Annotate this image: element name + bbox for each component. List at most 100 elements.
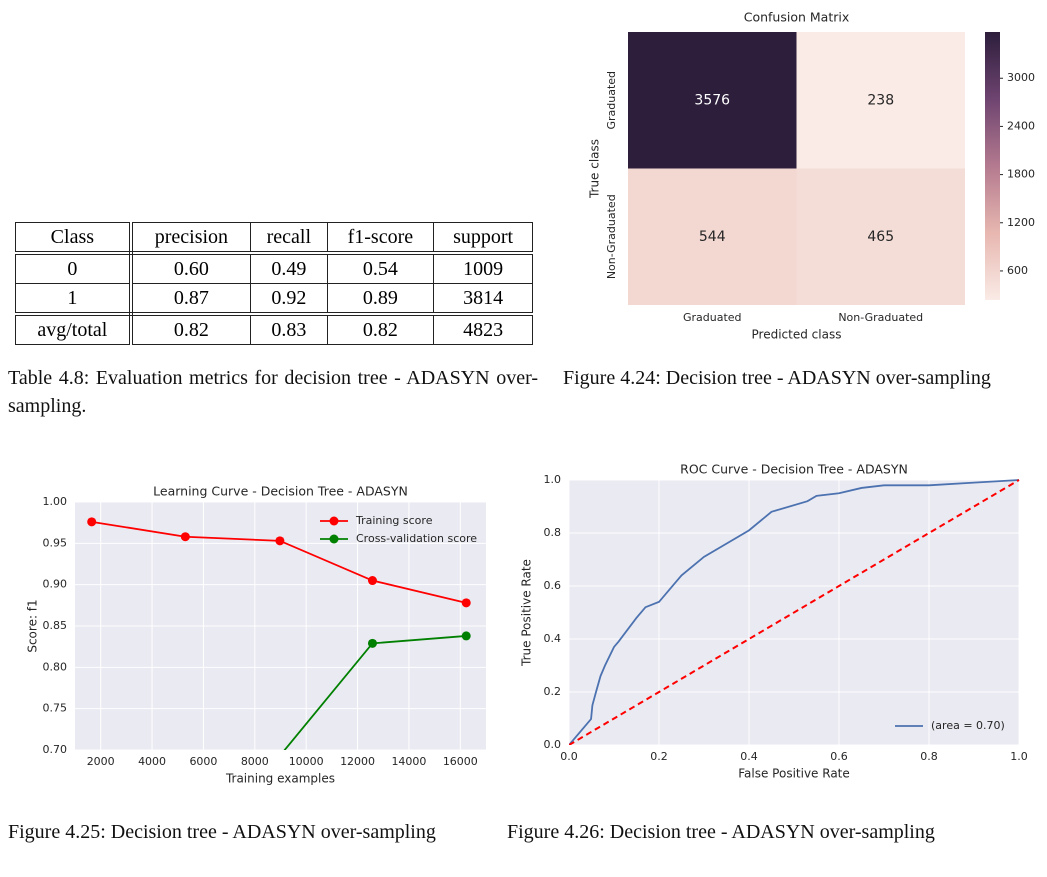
x-axis-label: Predicted class [752, 328, 842, 342]
legend-marker [329, 534, 339, 544]
legend-marker [329, 516, 339, 526]
table-cell: f1-score [326, 222, 435, 255]
table-cell: 0.82 [130, 313, 252, 345]
table-cell: 0.89 [326, 283, 435, 316]
x-tick-label: 12000 [340, 755, 375, 768]
y-tick-label: 1.00 [43, 495, 68, 508]
data-point [461, 631, 471, 641]
colorbar-tick-label: 3000 [1007, 71, 1035, 84]
colorbar-tick-label: 1200 [1007, 216, 1035, 229]
table-cell: 0.83 [250, 313, 328, 345]
table-cell: precision [130, 222, 252, 255]
table-row: 0 0.60 0.49 0.54 1009 [14, 252, 533, 284]
cell-label: 544 [699, 229, 726, 245]
x-axis-label: Training examples [225, 772, 335, 786]
table-cell: 0.82 [326, 313, 435, 345]
metrics-table: Class precision recall f1-score support 0 0.60… [14, 222, 533, 345]
heatmap-cell [796, 32, 965, 169]
table-cell: 1 [14, 283, 133, 316]
table-cell: 0.92 [250, 283, 328, 316]
chart-title: Learning Curve - Decision Tree - ADASYN [153, 484, 408, 499]
table-row: 1 0.87 0.92 0.89 3814 [14, 283, 533, 316]
figure-caption: Figure 4.26: Decision tree - ADASYN over… [507, 821, 935, 843]
y-tick-label: 0.0 [544, 738, 562, 751]
table-row: Class precision recall f1-score support [14, 222, 533, 255]
legend-label: Training score [355, 514, 433, 527]
x-tick-label: 8000 [241, 755, 269, 768]
colorbar-tick-label: 1800 [1007, 168, 1035, 181]
x-tick-label: Non-Graduated [838, 311, 923, 324]
x-tick-label: 16000 [443, 755, 478, 768]
x-axis-label: False Positive Rate [738, 767, 850, 781]
table-cell: 3814 [433, 283, 533, 316]
x-tick-label: 0.6 [830, 750, 848, 763]
x-tick-label: 1.0 [1010, 750, 1028, 763]
heatmap-cell [628, 32, 797, 169]
x-tick-label: Graduated [683, 311, 742, 324]
chart-title: Confusion Matrix [744, 10, 850, 25]
heatmap-cell [796, 168, 965, 305]
table-cell: 0.60 [130, 252, 252, 284]
colorbar-tick-label: 2400 [1007, 119, 1035, 132]
table-cell: support [433, 222, 533, 255]
table-row: avg/total 0.82 0.83 0.82 4823 [14, 313, 533, 345]
chart-title: ROC Curve - Decision Tree - ADASYN [680, 462, 908, 477]
data-point [87, 779, 96, 788]
table-cell: 1009 [433, 252, 533, 284]
y-tick-label: 0.8 [544, 526, 562, 539]
figure-caption: Figure 4.24: Decision tree - ADASYN over… [563, 367, 991, 389]
x-tick-label: 14000 [391, 755, 426, 768]
table-cell: 0.49 [250, 252, 328, 284]
y-axis-label: True class [588, 139, 602, 199]
table-cell: 0.87 [130, 283, 252, 316]
y-tick-label: 0.4 [544, 632, 562, 645]
legend-label: Cross-validation score [356, 532, 477, 545]
y-tick-label: 0.85 [43, 619, 68, 632]
table-cell: 0 [14, 252, 133, 284]
y-tick-label: 0.90 [43, 578, 68, 591]
figure-caption: Figure 4.25: Decision tree - ADASYN over… [8, 821, 436, 843]
y-tick-label: 0.80 [43, 660, 68, 673]
data-point [275, 536, 285, 546]
x-tick-label: 10000 [289, 755, 324, 768]
cell-label: 3576 [694, 92, 730, 108]
heatmap-cell [628, 168, 797, 305]
y-tick-label: 0.70 [43, 743, 68, 756]
cell-label: 465 [867, 229, 894, 245]
y-tick-label: Non-Graduated [605, 194, 618, 279]
table-cell: Class [14, 222, 133, 255]
x-tick-label: 0.0 [560, 750, 578, 763]
table-cell: recall [250, 222, 328, 255]
x-tick-label: 6000 [189, 755, 217, 768]
x-tick-label: 4000 [138, 755, 166, 768]
colorbar [985, 32, 1000, 300]
x-tick-label: 0.4 [740, 750, 758, 763]
y-tick-label: 0.75 [43, 702, 68, 715]
data-point [367, 576, 377, 586]
y-axis-label: True Positive Rate [520, 559, 534, 667]
series-line [569, 479, 1020, 745]
y-tick-label: 0.6 [544, 579, 562, 592]
legend-label: (area = 0.70) [931, 719, 1005, 732]
x-tick-label: 0.2 [650, 750, 668, 763]
y-tick-label: 1.0 [544, 473, 562, 486]
table-caption: Table 4.8: Evaluation metrics for decisi… [8, 367, 538, 417]
table-cell: 4823 [433, 313, 533, 345]
data-point [367, 638, 377, 648]
data-point [275, 751, 284, 760]
x-tick-label: 2000 [87, 755, 115, 768]
y-tick-label: 0.95 [43, 536, 68, 549]
y-tick-label: 0.2 [544, 685, 562, 698]
series-line [569, 479, 1020, 745]
series-line [283, 635, 467, 750]
data-point [180, 532, 190, 542]
colorbar-tick-label: 600 [1007, 264, 1028, 277]
cell-label: 238 [867, 92, 894, 108]
y-tick-label: Graduated [605, 71, 618, 130]
table-cell: avg/total [14, 313, 133, 345]
y-axis-label: Score: f1 [26, 599, 40, 652]
x-tick-label: 0.8 [920, 750, 938, 763]
data-point [87, 517, 97, 527]
